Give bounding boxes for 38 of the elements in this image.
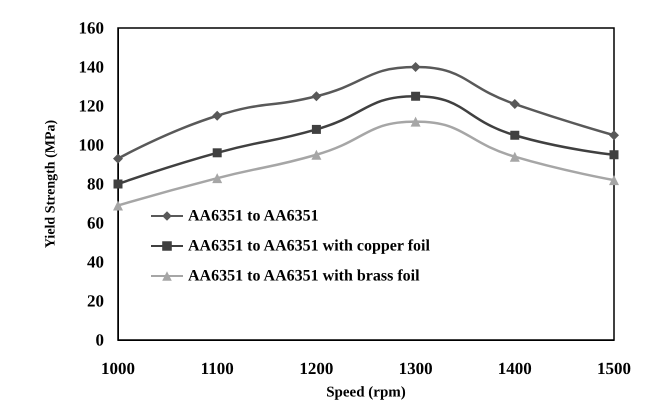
y-tick-label: 80 [87, 174, 104, 194]
point [510, 99, 520, 110]
x-tick-label: 1500 [597, 359, 631, 378]
point [610, 150, 618, 160]
y-tick-label: 140 [78, 58, 104, 76]
x-tick-label: 1200 [299, 359, 334, 378]
point [212, 110, 222, 121]
y-tick-label: 120 [78, 96, 104, 116]
point [411, 92, 420, 101]
point [510, 152, 520, 162]
point [212, 173, 222, 184]
x-axis-title: Speed (rpm) [326, 384, 406, 400]
y-tick-label: 160 [78, 18, 104, 38]
x-tick-label: 1400 [498, 359, 532, 378]
point [311, 150, 322, 160]
point [609, 130, 619, 140]
legend-label: AA6351 to AA6351 with copper foil [188, 238, 430, 254]
point [212, 148, 222, 158]
x-tick-label: 1300 [398, 359, 433, 378]
point [510, 130, 520, 140]
x-tick-label: 1100 [200, 359, 234, 378]
y-tick-label: 0 [96, 330, 104, 350]
point [311, 91, 322, 102]
legend-label: AA6351 to AA6351 with brass foil [188, 268, 420, 284]
y-tick-label: 20 [87, 292, 104, 310]
point [114, 180, 122, 188]
y-tick-label: 40 [87, 252, 104, 272]
point [312, 124, 321, 134]
legend-label: AA6351 to AA6351 [188, 208, 319, 224]
point [410, 62, 421, 72]
y-tick-label: 60 [87, 214, 104, 232]
point [113, 154, 123, 164]
point [609, 175, 619, 186]
y-axis-title: Yield Strength (MPa) [44, 120, 58, 248]
x-tick-label: 1000 [101, 359, 135, 378]
point [410, 116, 421, 127]
point [113, 200, 123, 210]
y-tick-label: 100 [78, 136, 104, 154]
